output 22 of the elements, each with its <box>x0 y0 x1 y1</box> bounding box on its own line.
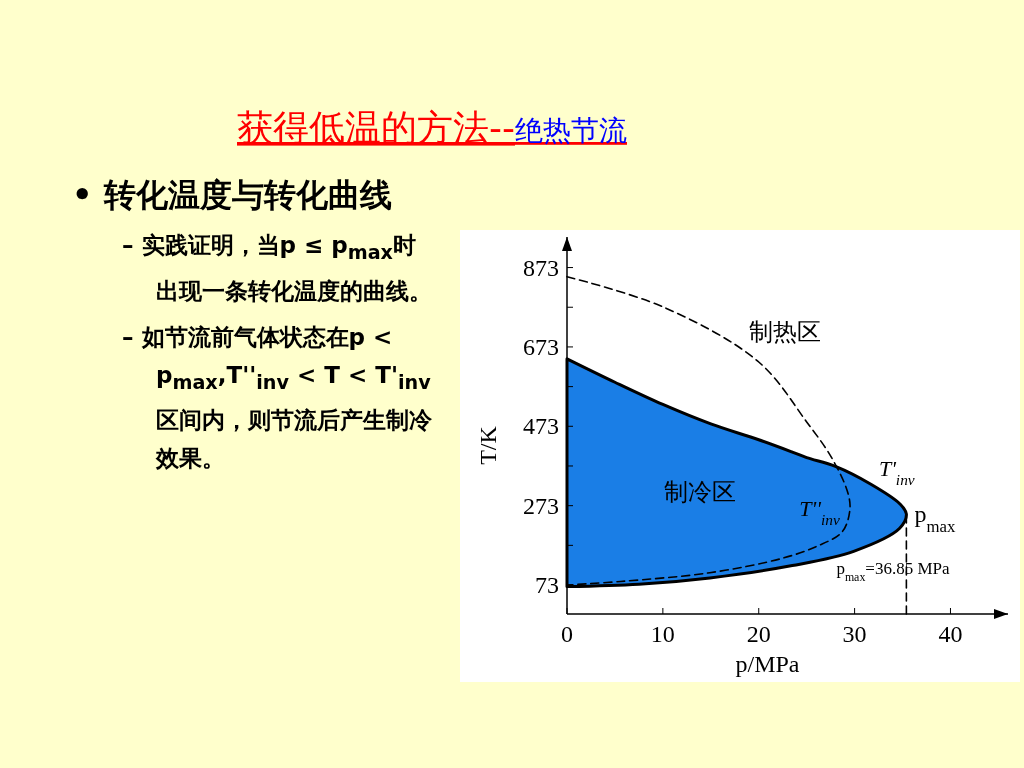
text: • 转化温度与转化曲线 <box>72 175 393 216</box>
annotation: 制冷区 <box>664 478 736 506</box>
y-tick-label: 673 <box>523 333 559 360</box>
chart-subtitle: 绝热节流 <box>514 114 627 147</box>
x-tick-label: 10 <box>650 621 675 647</box>
x-tick-label: 30 <box>842 621 867 647</box>
y-tick-label: 473 <box>523 413 559 440</box>
text: – 实践证明，当p ≤ p$_{max}$时出现一条转化温度的曲线。 <box>122 231 433 306</box>
y-tick-label: 873 <box>523 254 559 281</box>
x-tick-label: 0 <box>561 621 573 647</box>
x-axis-title: p/MPa <box>735 651 800 677</box>
series-label: T''$_{inv}$ <box>799 496 840 528</box>
annotation: p$_{max}$ <box>914 501 956 536</box>
series-label: T'$_{inv}$ <box>878 456 915 488</box>
y-tick-label: 73 <box>535 572 559 599</box>
text: – 如节流前气体状态在p < p$_{max}$,T''$_{inv}$ < T < T'$_{inv}$区间内，则节流后产生制冷效果。 <box>122 323 432 472</box>
annotation: p$_{max}$=36.85 MPa <box>836 559 951 585</box>
annotation: 制热区 <box>749 318 821 346</box>
x-tick-label: 20 <box>746 621 771 647</box>
x-tick-label: 40 <box>938 621 963 647</box>
y-tick-label: 273 <box>523 492 559 519</box>
y-axis-title: T/K <box>475 425 501 465</box>
